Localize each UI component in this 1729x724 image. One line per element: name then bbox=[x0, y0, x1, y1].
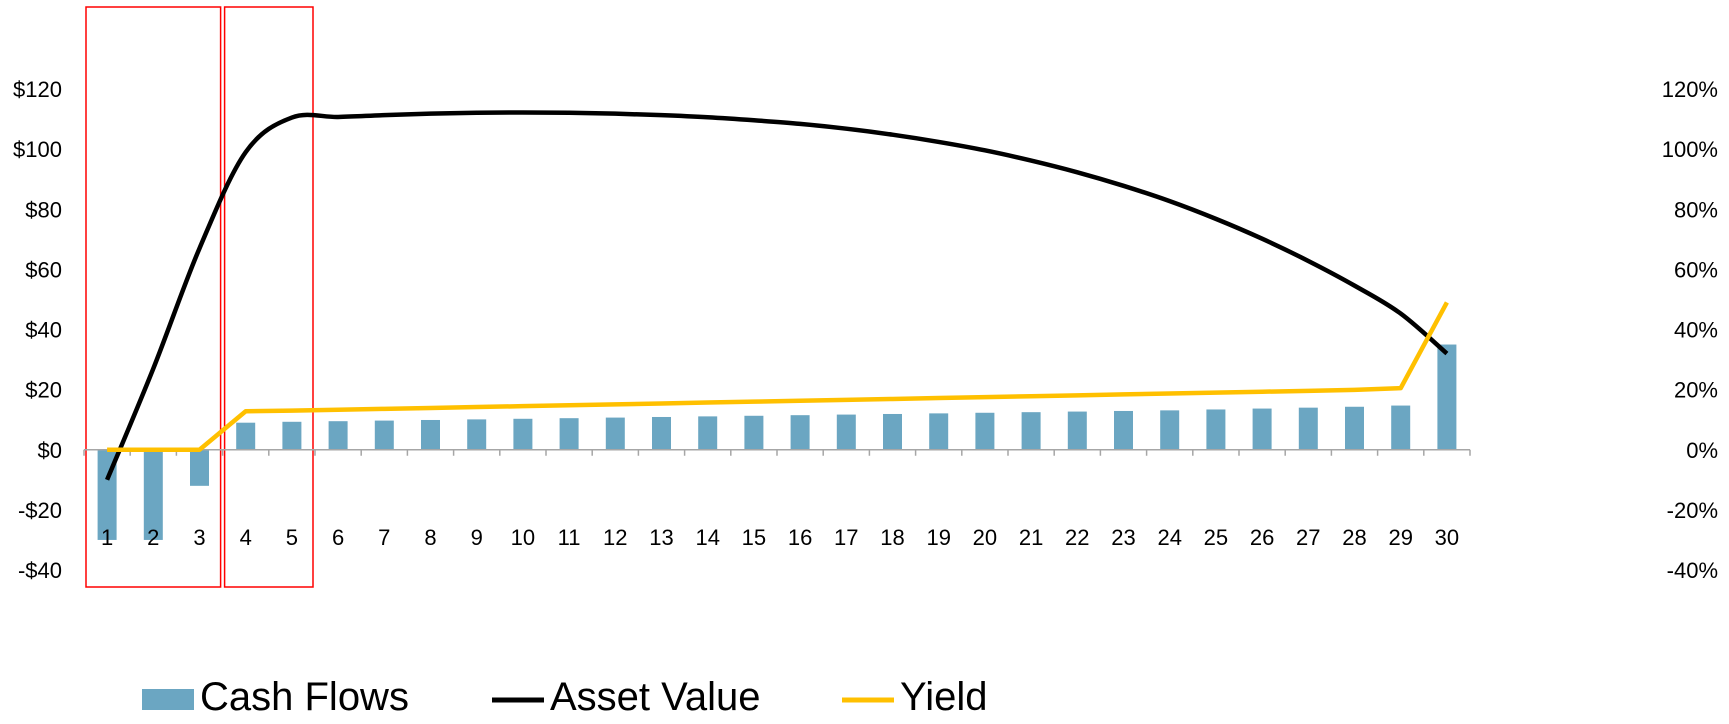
x-tick-label: 13 bbox=[649, 525, 673, 550]
bar-23 bbox=[1114, 410, 1133, 450]
y-left-tick-label: -$20 bbox=[18, 498, 62, 523]
bar-4 bbox=[236, 422, 256, 450]
x-tick-label: 9 bbox=[471, 525, 483, 550]
x-tick-label: 28 bbox=[1342, 525, 1366, 550]
y-right-tick-label: -40% bbox=[1667, 558, 1718, 583]
y-right-tick-label: -20% bbox=[1667, 498, 1718, 523]
y-right-tick-label: 20% bbox=[1674, 378, 1718, 403]
bar-26 bbox=[1252, 408, 1272, 450]
bar-22 bbox=[1067, 411, 1087, 450]
bar-3 bbox=[190, 449, 209, 486]
x-tick-label: 2 bbox=[147, 525, 159, 550]
series-lines bbox=[105, 110, 1449, 481]
legend-label: Cash Flows bbox=[200, 675, 409, 719]
y-left-tick-label: -$40 bbox=[18, 558, 62, 583]
bar-17 bbox=[836, 414, 856, 450]
legend-label: Asset Value bbox=[550, 675, 761, 719]
y-right-tick-label: 120% bbox=[1662, 77, 1718, 102]
y-right-tick-label: 80% bbox=[1674, 197, 1718, 222]
x-tick-label: 30 bbox=[1435, 525, 1459, 550]
x-tick-label: 5 bbox=[286, 525, 298, 550]
x-tick-labels: 1 2 3 4 5 6 7 8 9 10 11 12 13 14 15 16 17 18 19 20 21 22 23 24 2… bbox=[101, 525, 1459, 550]
bar-28 bbox=[1345, 406, 1364, 450]
legend: Cash Flows Asset Value Yield bbox=[142, 675, 987, 719]
bar-21 bbox=[1021, 412, 1041, 450]
y-right-tick-label: 0% bbox=[1686, 438, 1718, 463]
y-left-tick-label: $0 bbox=[38, 438, 62, 463]
x-tick-label: 25 bbox=[1204, 525, 1228, 550]
y-left-tick-label: $60 bbox=[25, 257, 62, 282]
x-tick-label: 6 bbox=[332, 525, 344, 550]
bar-29 bbox=[1391, 405, 1411, 450]
bar-12 bbox=[605, 417, 625, 450]
bar-24 bbox=[1160, 410, 1180, 450]
bar-9 bbox=[467, 419, 487, 450]
x-tick-label: 8 bbox=[424, 525, 436, 550]
bar-7 bbox=[374, 420, 394, 450]
legend-entry-yield: Yield bbox=[842, 675, 987, 719]
y-left-tick-label: $100 bbox=[13, 137, 62, 162]
x-axis bbox=[83, 449, 1471, 456]
x-tick-label: 7 bbox=[378, 525, 390, 550]
x-tick-label: 24 bbox=[1157, 525, 1181, 550]
bar-6 bbox=[328, 421, 348, 450]
x-tick-label: 26 bbox=[1250, 525, 1274, 550]
x-tick-label: 3 bbox=[193, 525, 205, 550]
bar-15 bbox=[744, 415, 764, 450]
x-tick-label: 17 bbox=[834, 525, 858, 550]
bar-18 bbox=[883, 413, 902, 450]
asset-value-line bbox=[105, 110, 1449, 481]
x-tick-label: 20 bbox=[973, 525, 997, 550]
y-axis-left: $120 $100 $80 $60 $40 $20 $0 -$20 -$40 bbox=[13, 77, 62, 583]
bar-11 bbox=[559, 418, 579, 450]
highlight-box-1 bbox=[85, 6, 222, 588]
bar-19 bbox=[929, 413, 949, 450]
x-tick-label: 4 bbox=[240, 525, 252, 550]
y-right-tick-label: 60% bbox=[1674, 257, 1718, 282]
bar-27 bbox=[1298, 407, 1318, 450]
x-tick-label: 21 bbox=[1019, 525, 1043, 550]
x-tick-label: 19 bbox=[926, 525, 950, 550]
y-axis-right: 120% 100% 80% 60% 40% 20% 0% -20% -40% bbox=[1662, 77, 1718, 583]
y-left-tick-label: $40 bbox=[25, 318, 62, 343]
bar-25 bbox=[1206, 409, 1226, 450]
y-left-tick-label: $80 bbox=[25, 197, 62, 222]
y-left-tick-label: $20 bbox=[25, 378, 62, 403]
y-left-tick-label: $120 bbox=[13, 77, 62, 102]
x-tick-label: 18 bbox=[880, 525, 904, 550]
x-tick-label: 27 bbox=[1296, 525, 1320, 550]
highlight-boxes bbox=[85, 6, 314, 588]
x-tick-label: 11 bbox=[558, 525, 581, 550]
cash-flow-bars bbox=[97, 344, 1457, 540]
yield-line bbox=[107, 301, 1449, 452]
legend-swatch bbox=[142, 689, 194, 710]
bar-13 bbox=[652, 416, 671, 450]
bar-8 bbox=[421, 419, 440, 450]
bar-30 bbox=[1437, 344, 1457, 450]
x-tick-label: 1 bbox=[101, 525, 113, 550]
bar-16 bbox=[790, 415, 810, 450]
bar-20 bbox=[975, 412, 995, 450]
bar-5 bbox=[282, 421, 302, 450]
x-tick-label: 10 bbox=[511, 525, 535, 550]
legend-entry-asset-value: Asset Value bbox=[492, 675, 761, 719]
x-tick-label: 22 bbox=[1065, 525, 1089, 550]
legend-entry-cash-flows: Cash Flows bbox=[142, 675, 409, 719]
x-tick-label: 15 bbox=[742, 525, 766, 550]
x-tick-label: 12 bbox=[603, 525, 627, 550]
y-right-tick-label: 100% bbox=[1662, 137, 1718, 162]
legend-label: Yield bbox=[900, 675, 987, 719]
x-tick-label: 14 bbox=[695, 525, 719, 550]
bar-2 bbox=[143, 449, 163, 540]
x-tick-label: 23 bbox=[1111, 525, 1135, 550]
bar-14 bbox=[698, 416, 718, 450]
x-tick-label: 16 bbox=[788, 525, 812, 550]
bar-10 bbox=[513, 418, 533, 450]
y-right-tick-label: 40% bbox=[1674, 318, 1718, 343]
highlight-box-2 bbox=[223, 6, 314, 588]
x-tick-label: 29 bbox=[1388, 525, 1412, 550]
